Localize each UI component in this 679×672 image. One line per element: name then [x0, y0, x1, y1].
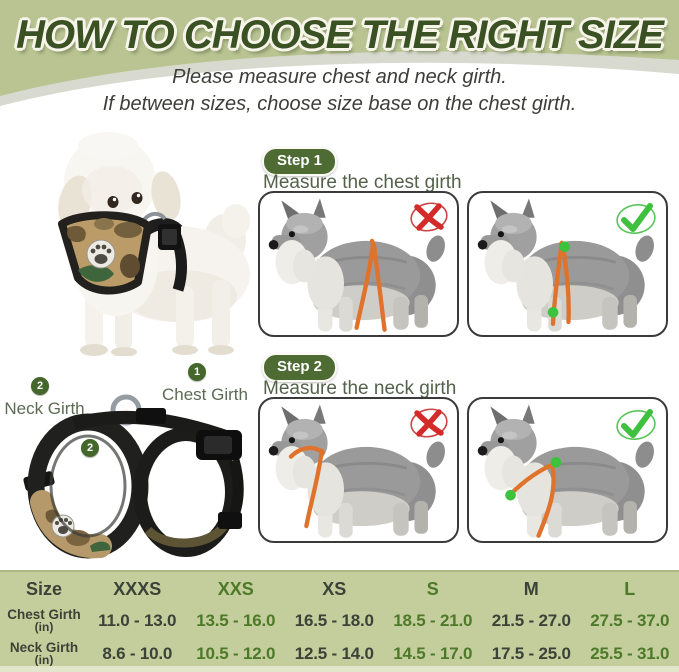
- table-cell: 11.0 - 13.0: [98, 610, 177, 630]
- table-cell: 16.5 - 18.0: [294, 610, 374, 630]
- red-cross-icon: [410, 408, 448, 438]
- header-band: [0, 0, 679, 152]
- size-col-header: L: [624, 578, 636, 599]
- step-2-heading: Measure the neck girth: [263, 378, 457, 399]
- size-col-header: XXXS: [113, 578, 162, 599]
- table-cell: 10.5 - 12.0: [196, 643, 276, 663]
- table-cell: 8.6 - 10.0: [102, 643, 173, 663]
- subtitle-line-1: Please measure chest and neck girth.: [172, 66, 507, 88]
- row-label-unit: (in): [34, 652, 54, 667]
- size-table: Size XXXS XXS XS S M L Chest Girth (in) …: [0, 570, 679, 666]
- row-label-neck-girth: Neck Girth (in): [0, 639, 88, 667]
- size-col-header: XS: [322, 578, 347, 599]
- size-col-header: M: [523, 578, 539, 599]
- size-col-header: S: [426, 578, 439, 599]
- step-1-badge: Step 1: [262, 147, 338, 176]
- table-cell: 21.5 - 27.0: [491, 610, 571, 630]
- step2-correct-panel: [467, 397, 668, 543]
- step-2-badge: Step 2: [262, 353, 338, 382]
- size-col-header: Size: [25, 578, 63, 599]
- red-cross-icon: [410, 202, 448, 232]
- row-label-chest-girth: Chest Girth (in): [0, 606, 88, 634]
- header-swoosh: [0, 0, 679, 152]
- green-dot: [550, 457, 562, 468]
- schnauzer-neck-wrong-illustration: [267, 403, 450, 540]
- bottom-strip: [0, 666, 679, 672]
- harness-product-photo: [23, 394, 244, 559]
- measuring-tape: [354, 238, 387, 332]
- row-label-text: Chest Girth: [7, 606, 81, 622]
- table-cell: 12.5 - 14.0: [294, 643, 374, 663]
- green-check-icon: [616, 409, 656, 440]
- schnauzer-chest-correct-illustration: [476, 197, 659, 334]
- product-dog-photo: [58, 132, 250, 356]
- schnauzer-chest-wrong-illustration: [267, 197, 450, 334]
- table-cell: 27.5 - 37.0: [590, 610, 670, 630]
- callout-neck-label: Neck Girth: [4, 399, 85, 418]
- size-col-header: XXS: [217, 578, 254, 599]
- callout-1-marker: 1: [188, 363, 206, 381]
- table-cell: 18.5 - 21.0: [393, 610, 473, 630]
- page-title: HOW TO CHOOSE THE RIGHT SIZE: [16, 13, 664, 57]
- step2-wrong-panel: [258, 397, 459, 543]
- table-cell: 14.5 - 17.0: [393, 643, 473, 663]
- table-cell: 25.5 - 31.0: [590, 643, 670, 663]
- schnauzer-neck-correct-illustration: [476, 403, 659, 540]
- green-check-icon: [616, 203, 656, 234]
- row-label-text: Neck Girth: [9, 639, 79, 655]
- step-1-heading: Measure the chest girth: [263, 172, 462, 193]
- green-dot: [547, 307, 559, 318]
- measuring-tape: [288, 445, 325, 529]
- step1-correct-panel: [467, 191, 668, 337]
- green-dot: [559, 241, 570, 253]
- callout-chest-label: Chest Girth: [162, 385, 248, 404]
- subtitle-line-2: If between sizes, choose size base on th…: [102, 93, 577, 115]
- table-cell: 13.5 - 16.0: [196, 610, 276, 630]
- callout-2-marker: 2: [31, 377, 49, 395]
- step1-wrong-panel: [258, 191, 459, 337]
- callout-2-strap-marker: 2: [81, 439, 99, 457]
- row-label-unit: (in): [34, 619, 54, 634]
- green-dot: [505, 489, 516, 501]
- table-cell: 17.5 - 25.0: [491, 643, 571, 663]
